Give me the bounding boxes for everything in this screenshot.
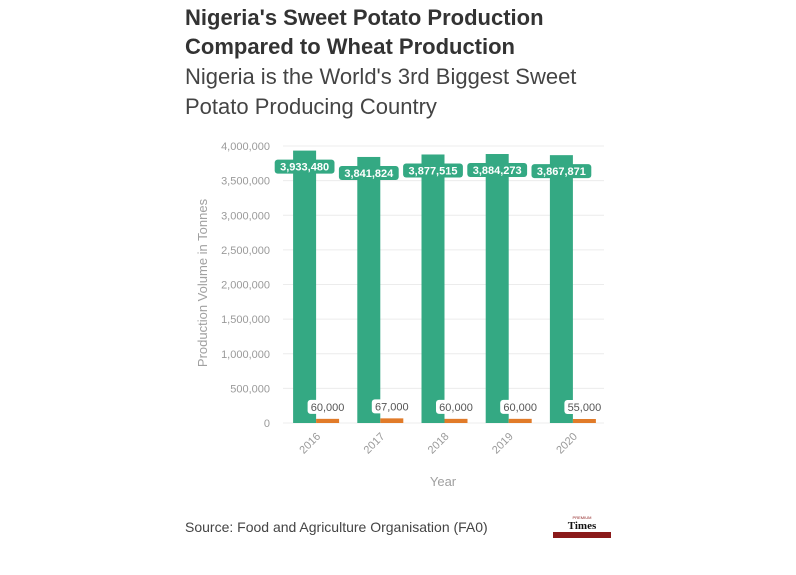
sweet-potato-label-bg	[338, 165, 399, 180]
chart-subtitle: Nigeria is the World's 3rd Biggest Sweet…	[185, 64, 577, 119]
sweet-potato-bar	[485, 154, 509, 423]
x-axis-title: Year	[430, 474, 457, 489]
wheat-data-label: 60,000	[503, 402, 537, 414]
premium-times-logo: PREMIUM Times	[553, 515, 611, 538]
logo-bar	[553, 532, 611, 538]
wheat-label-bg	[564, 400, 605, 414]
wheat-data-label: 67,000	[375, 401, 409, 413]
wheat-bar	[316, 418, 340, 423]
y-tick-label: 3,000,000	[221, 210, 270, 222]
y-tick-label: 1,500,000	[221, 314, 270, 326]
x-tick-label: 2020	[554, 431, 580, 457]
wheat-label-bg	[371, 399, 412, 414]
x-tick-label: 2018	[426, 431, 452, 457]
y-tick-label: 0	[264, 418, 270, 430]
sweet-potato-bar	[421, 154, 445, 423]
data-labels: 3,933,480 60,000 3,841,824 67,000 3,877,515 6…	[274, 159, 605, 414]
logo-text: Times	[568, 520, 597, 532]
sweet-potato-data-label: 3,867,871	[537, 166, 586, 178]
sweet-potato-label-bg	[403, 163, 463, 178]
sweet-potato-bar	[293, 150, 317, 423]
sweet-potato-data-label: 3,877,515	[409, 165, 458, 177]
y-tick-label: 2,500,000	[221, 245, 270, 257]
x-tick-label: 2017	[362, 431, 388, 457]
y-axis-title: Production Volume in Tonnes	[195, 198, 210, 367]
sweet-potato-data-label: 3,841,824	[344, 168, 394, 180]
bars	[293, 150, 596, 424]
sweet-potato-label-bg	[467, 163, 528, 178]
wheat-bar	[444, 418, 468, 423]
wheat-data-label: 60,000	[311, 402, 345, 414]
wheat-data-label: 60,000	[439, 402, 473, 414]
sweet-potato-label-bg	[274, 159, 335, 174]
y-tick-label: 4,000,000	[221, 141, 270, 153]
x-tick-label: 2016	[297, 431, 323, 457]
sweet-potato-label-bg	[531, 164, 592, 179]
wheat-data-label: 55,000	[568, 402, 602, 414]
x-tick-label: 2019	[490, 431, 516, 457]
chart-title: Nigeria's Sweet Potato Production Compar…	[185, 5, 544, 59]
wheat-bar	[508, 418, 532, 423]
sweet-potato-data-label: 3,884,273	[473, 165, 522, 177]
wheat-label-bg	[436, 399, 476, 414]
x-tick-labels: 2016 2017 2018 2019 2020	[297, 431, 580, 457]
sweet-potato-bar	[549, 155, 573, 423]
sweet-potato-bar	[357, 156, 381, 424]
wheat-label-bg	[500, 399, 541, 414]
sweet-potato-data-label: 3,933,480	[280, 162, 329, 174]
y-tick-label: 2,000,000	[221, 280, 270, 292]
y-tick-label: 1,000,000	[221, 349, 270, 361]
wheat-label-bg	[307, 399, 348, 414]
y-tick-labels: 0 500,000 1,000,000 1,500,000 2,000,000 2,500…	[221, 141, 270, 430]
wheat-bar	[380, 418, 404, 423]
y-tick-label: 3,500,000	[221, 176, 270, 188]
source-note: Source: Food and Agriculture Organisatio…	[185, 519, 488, 535]
logo-top-text: PREMIUM	[573, 515, 592, 520]
y-tick-label: 500,000	[230, 383, 270, 395]
wheat-bar	[572, 419, 596, 423]
